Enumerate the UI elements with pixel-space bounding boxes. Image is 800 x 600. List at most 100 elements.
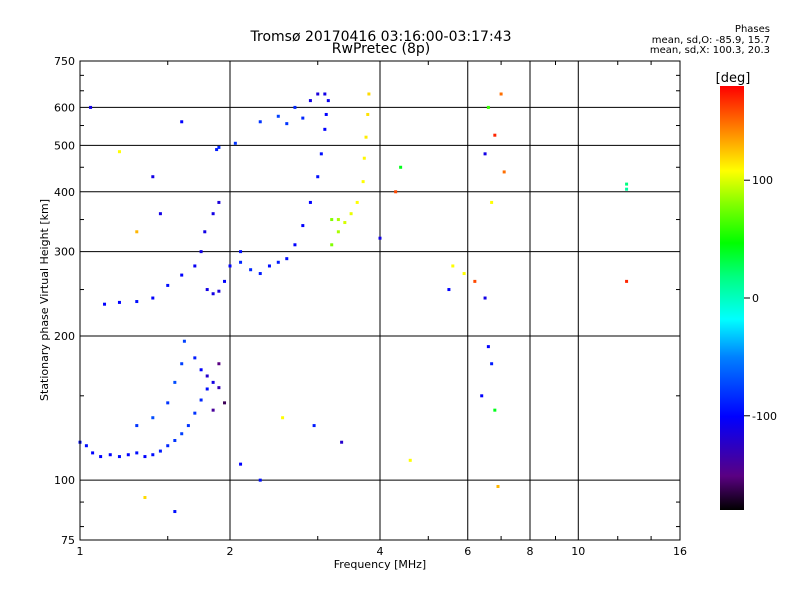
data-point: [496, 484, 500, 488]
data-points: [78, 92, 629, 514]
grid: [79, 60, 681, 540]
data-point: [293, 105, 297, 109]
data-point: [173, 380, 177, 384]
data-point: [151, 416, 155, 420]
phase-heading: Phases: [734, 24, 770, 35]
colorbar-tick-label: -100: [752, 410, 777, 423]
data-point: [89, 105, 93, 109]
data-point: [173, 439, 177, 443]
colorbar-tick-label: 0: [752, 292, 759, 305]
data-point: [336, 230, 340, 234]
data-point: [258, 478, 262, 482]
data-point: [135, 424, 139, 428]
data-point: [625, 187, 629, 191]
data-point: [180, 120, 184, 124]
data-point: [293, 243, 297, 247]
data-point: [158, 212, 162, 216]
data-point: [217, 289, 221, 293]
data-point: [186, 424, 190, 428]
data-point: [217, 145, 221, 149]
data-point: [211, 380, 215, 384]
data-point: [499, 92, 503, 96]
data-point: [211, 408, 215, 412]
x-tick-label: 16: [673, 545, 687, 558]
data-point: [625, 279, 629, 283]
chart-subtitle: RwPretec (8p): [331, 41, 431, 57]
data-point: [199, 398, 203, 402]
data-point: [215, 148, 219, 152]
data-point: [135, 451, 139, 455]
data-point: [340, 440, 344, 444]
y-tick-label: 75: [61, 534, 75, 547]
data-point: [193, 411, 197, 415]
data-point: [117, 455, 121, 459]
data-point: [249, 268, 253, 272]
data-point: [217, 362, 221, 366]
data-point: [223, 279, 227, 283]
data-point: [408, 458, 412, 462]
data-point: [217, 386, 221, 390]
chart-title: Tromsø 20170416 03:16:00-03:17:43: [250, 29, 512, 45]
data-point: [205, 288, 209, 292]
data-point: [490, 362, 494, 366]
data-point: [151, 296, 155, 300]
data-point: [143, 455, 147, 459]
data-point: [151, 453, 155, 457]
data-point: [117, 150, 121, 154]
phase-x-stats: mean, sd,X: 100.3, 20.3: [649, 45, 770, 56]
data-point: [276, 114, 280, 118]
data-point: [493, 133, 497, 137]
data-point: [173, 510, 177, 514]
data-point: [199, 250, 203, 254]
data-point: [625, 182, 629, 186]
data-point: [330, 218, 334, 222]
data-point: [223, 401, 227, 405]
data-point: [239, 462, 243, 466]
data-point: [349, 212, 353, 216]
data-point: [364, 135, 368, 139]
data-point: [394, 190, 398, 194]
data-point: [301, 224, 305, 228]
data-point: [239, 260, 243, 264]
data-point: [367, 92, 371, 96]
data-point: [233, 141, 237, 145]
x-tick-label: 10: [571, 545, 585, 558]
data-point: [502, 170, 506, 174]
data-point: [99, 455, 103, 459]
data-point: [239, 250, 243, 254]
axis-ticks: 1 2 4 6 8 10 16 75 100 200 300 400 500 600 750: [54, 55, 687, 558]
data-point: [135, 300, 139, 304]
x-tick-label: 4: [377, 545, 384, 558]
data-point: [258, 120, 262, 124]
data-point: [483, 152, 487, 156]
data-point: [362, 156, 366, 160]
data-point: [182, 339, 186, 343]
data-point: [473, 279, 477, 283]
data-point: [203, 230, 207, 234]
data-point: [316, 175, 320, 179]
x-axis-label: Frequency [MHz]: [334, 558, 426, 571]
data-point: [326, 99, 330, 103]
data-point: [211, 212, 215, 216]
data-point: [151, 175, 155, 179]
data-point: [180, 273, 184, 277]
data-point: [378, 236, 382, 240]
data-point: [323, 127, 327, 131]
data-point: [199, 368, 203, 372]
data-point: [158, 449, 162, 453]
x-tick-label: 6: [464, 545, 471, 558]
data-point: [493, 408, 497, 412]
data-point: [84, 444, 88, 448]
data-point: [324, 112, 328, 116]
data-point: [323, 92, 327, 96]
data-point: [135, 230, 139, 234]
x-tick-label: 2: [227, 545, 234, 558]
data-point: [211, 292, 215, 296]
data-point: [180, 362, 184, 366]
y-tick-label: 750: [54, 55, 75, 68]
data-point: [451, 264, 455, 268]
data-point: [490, 200, 494, 204]
data-point: [399, 165, 403, 169]
plot-frame: [79, 60, 681, 541]
data-point: [486, 105, 490, 109]
